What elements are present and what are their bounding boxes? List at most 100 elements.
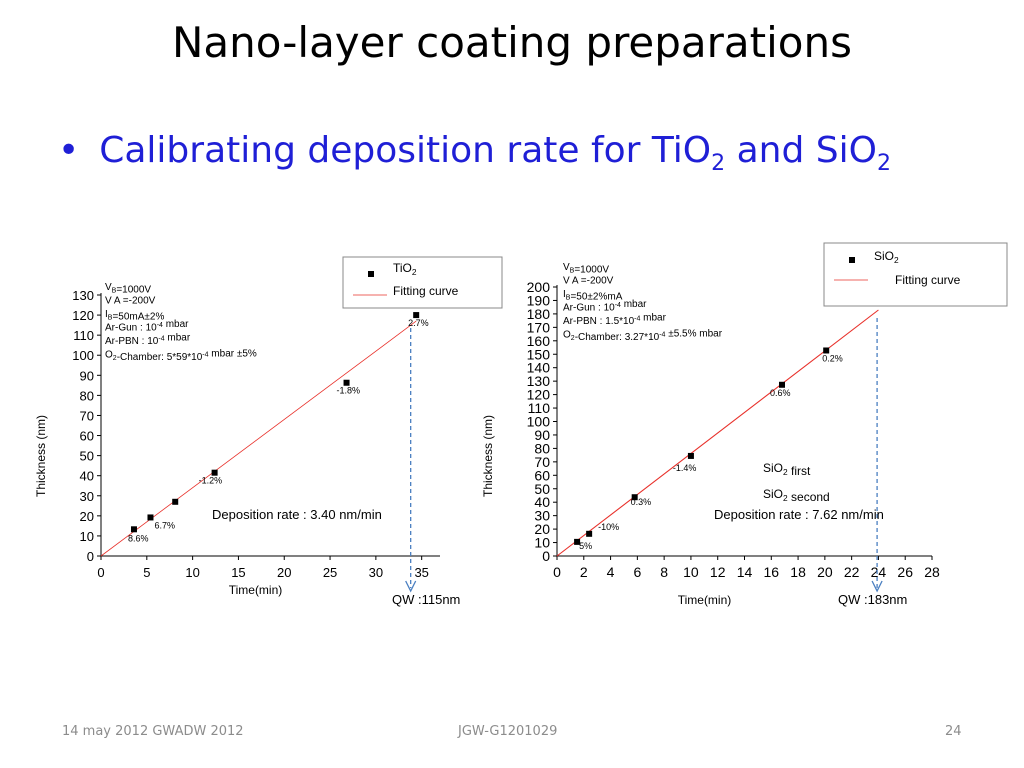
slide-title: Nano-layer coating preparations bbox=[172, 18, 852, 67]
condition-text: O2-Chamber: 5*59*10-4 mbar ±5% bbox=[105, 349, 257, 364]
x-tick-label: 6 bbox=[633, 564, 641, 580]
x-tick-label: 25 bbox=[323, 565, 337, 580]
y-tick-label: 80 bbox=[534, 440, 550, 456]
data-point-label: 0.6% bbox=[770, 388, 791, 398]
x-tick-label: 15 bbox=[231, 565, 245, 580]
y-tick-label: 30 bbox=[534, 508, 550, 524]
bullet-subscript-2: 2 bbox=[876, 151, 891, 176]
legend-entry-series: TiO2 bbox=[393, 261, 417, 277]
x-tick-label: 28 bbox=[924, 564, 940, 580]
y-axis-label: Thickness (nm) bbox=[34, 415, 48, 497]
condition-text: IB=50mA±2% bbox=[105, 309, 164, 323]
data-point bbox=[687, 452, 694, 459]
condition-text: Ar-PBN : 1.5*10-4 mbar bbox=[563, 313, 667, 328]
x-tick-label: 0 bbox=[553, 564, 561, 580]
data-point bbox=[211, 469, 218, 476]
y-tick-label: 40 bbox=[80, 469, 94, 484]
condition-text: O2-Chamber: 3.27*10-4 ±5.5% mbar bbox=[563, 329, 723, 344]
footer-doc-id: JGW-G1201029 bbox=[458, 724, 558, 739]
x-tick-label: 14 bbox=[737, 564, 753, 580]
y-tick-label: 70 bbox=[80, 408, 94, 423]
data-point bbox=[343, 379, 350, 386]
y-tick-label: 200 bbox=[527, 279, 551, 295]
y-axis-label: Thickness (nm) bbox=[481, 415, 495, 497]
y-tick-label: 110 bbox=[528, 400, 551, 416]
y-tick-label: 130 bbox=[72, 288, 94, 303]
y-tick-label: 30 bbox=[80, 489, 94, 504]
data-point bbox=[779, 381, 785, 388]
condition-text: VB=1000V bbox=[105, 282, 151, 296]
x-tick-label: 10 bbox=[683, 564, 699, 580]
condition-text: V A =-200V bbox=[105, 296, 156, 307]
y-tick-label: 60 bbox=[80, 429, 94, 444]
x-tick-label: 30 bbox=[369, 565, 383, 580]
y-tick-label: 110 bbox=[73, 328, 94, 343]
y-tick-label: 70 bbox=[534, 454, 550, 470]
legend-entry-fit: Fitting curve bbox=[393, 284, 459, 298]
y-tick-label: 90 bbox=[80, 368, 94, 383]
x-tick-label: 22 bbox=[844, 564, 860, 580]
y-tick-label: 20 bbox=[80, 509, 94, 524]
legend-marker bbox=[368, 271, 374, 277]
y-tick-label: 40 bbox=[534, 494, 550, 510]
y-tick-label: 60 bbox=[534, 467, 550, 483]
y-tick-label: 0 bbox=[542, 548, 550, 564]
x-tick-label: 24 bbox=[871, 564, 887, 580]
qw-label: QW :115nm bbox=[392, 592, 460, 607]
y-tick-label: 170 bbox=[527, 319, 551, 335]
data-point-label: 5% bbox=[579, 541, 592, 551]
footer-page-number: 24 bbox=[945, 724, 962, 739]
data-point-label: -1.2% bbox=[199, 476, 223, 486]
x-tick-label: 0 bbox=[97, 565, 104, 580]
y-tick-label: 100 bbox=[72, 348, 94, 363]
y-tick-label: 120 bbox=[72, 308, 94, 323]
data-point bbox=[631, 494, 638, 501]
y-tick-label: 50 bbox=[80, 449, 94, 464]
y-tick-label: 100 bbox=[527, 414, 551, 430]
y-tick-label: 0 bbox=[87, 549, 94, 564]
data-point bbox=[147, 514, 154, 521]
data-point-label: -10% bbox=[598, 522, 619, 532]
bullet-text-1: Calibrating deposition rate for TiO bbox=[99, 130, 712, 171]
x-tick-label: 20 bbox=[817, 564, 833, 580]
condition-text: Ar-Gun : 10-4 mbar bbox=[105, 319, 189, 334]
data-point bbox=[823, 347, 830, 354]
arrow-head-icon bbox=[405, 580, 417, 593]
arrow-head-icon bbox=[871, 580, 883, 593]
data-point-label: 6.7% bbox=[154, 520, 175, 530]
bullet-point: • Calibrating deposition rate for TiO2 an… bbox=[58, 130, 891, 176]
y-tick-label: 190 bbox=[527, 292, 551, 308]
data-point bbox=[130, 526, 137, 533]
y-tick-label: 180 bbox=[527, 306, 551, 322]
data-point-label: 0.3% bbox=[631, 497, 652, 507]
bullet-dot-icon: • bbox=[58, 130, 80, 171]
y-tick-label: 150 bbox=[527, 346, 551, 362]
data-point bbox=[413, 312, 420, 319]
bullet-subscript-1: 2 bbox=[711, 151, 726, 176]
y-tick-label: 120 bbox=[527, 387, 551, 403]
x-tick-label: 12 bbox=[710, 564, 726, 580]
fitting-curve-line bbox=[100, 320, 417, 557]
data-point bbox=[574, 538, 581, 545]
condition-text: Ar-Gun : 10-4 mbar bbox=[563, 299, 647, 314]
y-tick-label: 140 bbox=[527, 360, 551, 376]
footer-date: 14 may 2012 GWADW 2012 bbox=[62, 724, 244, 739]
x-axis-label: Time(min) bbox=[678, 593, 732, 607]
data-point-label: 0.2% bbox=[822, 353, 843, 363]
legend-box bbox=[823, 242, 1008, 307]
condition-text: Ar-PBN : 10-4 mbar bbox=[105, 333, 191, 348]
x-tick-label: 8 bbox=[660, 564, 668, 580]
x-tick-label: 35 bbox=[414, 565, 428, 580]
annotation-second: SiO2 second bbox=[763, 487, 830, 504]
data-point-label: 8.6% bbox=[128, 533, 149, 543]
annotation-first: SiO2 first bbox=[763, 461, 811, 478]
qw-label: QW :183nm bbox=[838, 592, 907, 607]
legend-box bbox=[342, 256, 503, 309]
legend-entry-series: SiO2 bbox=[874, 249, 899, 265]
x-tick-label: 26 bbox=[897, 564, 913, 580]
x-tick-label: 5 bbox=[143, 565, 150, 580]
legend-marker bbox=[849, 257, 855, 263]
y-tick-label: 160 bbox=[527, 333, 551, 349]
data-point bbox=[586, 530, 593, 537]
